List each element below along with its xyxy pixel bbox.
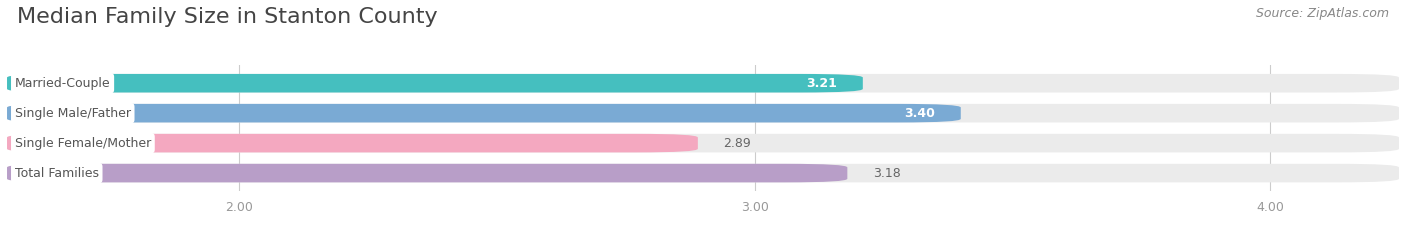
Text: 2.89: 2.89 — [724, 137, 751, 150]
Text: Median Family Size in Stanton County: Median Family Size in Stanton County — [17, 7, 437, 27]
Text: Single Female/Mother: Single Female/Mother — [14, 137, 150, 150]
Text: Married-Couple: Married-Couple — [14, 77, 111, 90]
FancyBboxPatch shape — [7, 134, 1399, 152]
FancyBboxPatch shape — [7, 104, 960, 123]
FancyBboxPatch shape — [7, 74, 1399, 93]
Text: 3.21: 3.21 — [806, 77, 837, 90]
FancyBboxPatch shape — [7, 74, 863, 93]
Text: 3.40: 3.40 — [904, 107, 935, 120]
FancyBboxPatch shape — [7, 134, 697, 152]
Text: Source: ZipAtlas.com: Source: ZipAtlas.com — [1256, 7, 1389, 20]
FancyBboxPatch shape — [7, 104, 1399, 123]
FancyBboxPatch shape — [7, 164, 848, 182]
Text: Total Families: Total Families — [14, 167, 98, 180]
FancyBboxPatch shape — [7, 164, 1399, 182]
Text: Single Male/Father: Single Male/Father — [14, 107, 131, 120]
Text: 3.18: 3.18 — [873, 167, 901, 180]
